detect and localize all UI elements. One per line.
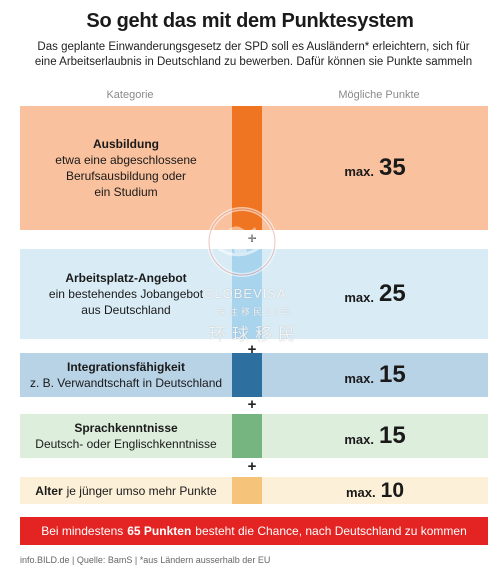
category-desc: Berufsausbildung oder xyxy=(65,169,187,183)
points-value: 25 xyxy=(378,280,406,307)
category-color-bar xyxy=(232,353,262,397)
category-desc: etwa eine abgeschlossene xyxy=(55,153,197,167)
category-name: Arbeitsplatz-Angebot xyxy=(65,271,187,285)
points-cell: max. 35 xyxy=(262,106,488,230)
category-cell: Arbeitsplatz-Angebot ein bestehendes Job… xyxy=(20,249,232,339)
category-desc: Deutsch- oder Englischkenntnisse xyxy=(35,437,217,451)
category-desc: je jünger umso mehr Punkte xyxy=(66,483,217,498)
plus-sign: + xyxy=(247,396,257,413)
category-desc: ein Studium xyxy=(94,185,158,199)
watermark-tagline: 专注移民20年 xyxy=(216,307,293,317)
banner-text-pre: Bei mindestens xyxy=(41,524,124,538)
category-name: Ausbildung xyxy=(93,137,159,151)
category-name: Alter xyxy=(35,483,63,498)
row-integrationsfaehigkeit: Integrationsfähigkeit z. B. Verwandtscha… xyxy=(20,353,488,397)
column-header-points: Mögliche Punkte xyxy=(338,89,420,101)
watermark-brand: GLOBEVISA xyxy=(203,286,287,301)
points-value: 10 xyxy=(380,478,404,502)
category-name: Sprachkenntnisse xyxy=(74,421,178,435)
category-cell: Integrationsfähigkeit z. B. Verwandtscha… xyxy=(20,353,232,397)
page-title: So geht das mit dem Punktesystem xyxy=(86,10,414,32)
points-cell: max. 15 xyxy=(262,414,488,458)
row-alter: Alter je jünger umso mehr Punkte max. 10 xyxy=(20,477,488,504)
category-desc: z. B. Verwandtschaft in Deutschland xyxy=(29,376,223,390)
points-cell: max. 10 xyxy=(262,477,488,504)
max-label: max. xyxy=(344,289,374,305)
threshold-banner: Bei mindestens 65 Punkten besteht die Ch… xyxy=(20,517,488,545)
category-color-bar xyxy=(232,477,262,504)
points-cell: max. 15 xyxy=(262,353,488,397)
category-desc: ein bestehendes Jobangebot xyxy=(48,287,204,301)
max-label: max. xyxy=(344,431,374,447)
watermark-chinese: 环球移民 xyxy=(209,325,301,344)
source-footer: info.BILD.de | Quelle: BamS | *aus Lände… xyxy=(20,555,271,565)
plus-sign: + xyxy=(247,341,257,358)
plus-sign: + xyxy=(240,230,264,247)
max-label: max. xyxy=(346,485,376,500)
subtitle: Das geplante Einwanderungsgesetz der SPD… xyxy=(34,41,473,68)
column-header-category: Kategorie xyxy=(106,89,154,101)
category-color-bar xyxy=(232,249,262,339)
category-name: Integrationsfähigkeit xyxy=(66,360,185,374)
plus-sign: + xyxy=(247,458,257,475)
points-value: 15 xyxy=(378,422,406,449)
category-color-bar xyxy=(232,414,262,458)
max-label: max. xyxy=(344,370,374,386)
category-cell: Sprachkenntnisse Deutsch- oder Englischk… xyxy=(20,414,232,458)
category-desc: aus Deutschland xyxy=(81,303,171,317)
category-cell: Alter je jünger umso mehr Punkte xyxy=(20,477,232,504)
row-sprachkenntnisse: Sprachkenntnisse Deutsch- oder Englischk… xyxy=(20,414,488,458)
max-label: max. xyxy=(344,163,374,179)
banner-text-post: besteht die Chance, nach Deutschland zu … xyxy=(195,524,467,538)
category-cell: Ausbildung etwa eine abgeschlossene Beru… xyxy=(20,106,232,230)
points-cell: max. 25 xyxy=(262,249,488,339)
banner-text-bold: 65 Punkten xyxy=(127,524,192,538)
globe-logo-icon xyxy=(207,207,277,277)
points-value: 15 xyxy=(378,361,406,388)
points-value: 35 xyxy=(378,154,406,181)
row-ausbildung: Ausbildung etwa eine abgeschlossene Beru… xyxy=(20,106,488,230)
row-arbeitsplatz-angebot: Arbeitsplatz-Angebot ein bestehendes Job… xyxy=(20,249,488,339)
